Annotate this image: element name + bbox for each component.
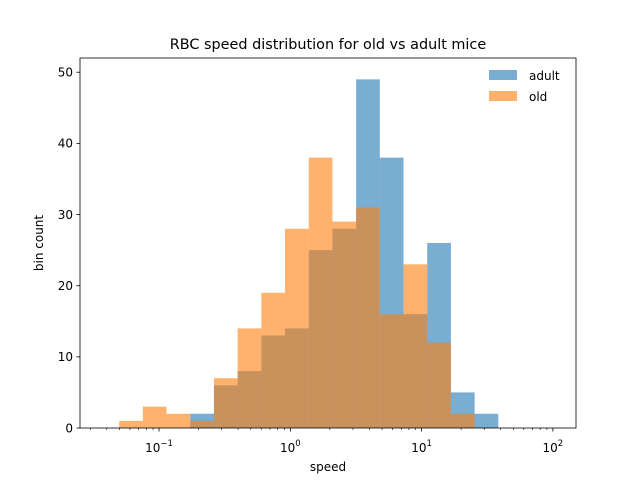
x-axis-label: speed bbox=[310, 460, 346, 474]
bar-old-0 bbox=[119, 420, 143, 428]
bar-old-1 bbox=[142, 406, 167, 428]
bar-old-14 bbox=[450, 413, 475, 428]
bar-old-3 bbox=[190, 420, 214, 428]
bar-old-11 bbox=[379, 314, 404, 428]
y-axis-label: bin count bbox=[32, 215, 46, 272]
legend: adult old bbox=[489, 69, 560, 104]
y-tick-label: 10 bbox=[58, 350, 73, 364]
bar-old-7 bbox=[285, 228, 309, 428]
bar-old-5 bbox=[237, 328, 262, 428]
x-axis-ticks: 10−1 100 101 102 bbox=[90, 428, 563, 455]
y-tick-label: 50 bbox=[58, 66, 73, 80]
legend-swatch-old bbox=[489, 91, 517, 101]
bar-old-12 bbox=[403, 264, 428, 428]
x-tick-label: 100 bbox=[280, 439, 301, 455]
plot-frame bbox=[79, 57, 577, 429]
bar-old-2 bbox=[166, 413, 191, 428]
legend-label-adult: adult bbox=[529, 69, 560, 83]
y-axis-ticks: 0 10 20 30 40 50 bbox=[58, 66, 80, 435]
bar-adult-15 bbox=[474, 413, 499, 428]
y-tick-label: 40 bbox=[58, 137, 73, 151]
legend-label-old: old bbox=[529, 90, 547, 104]
y-tick-label: 0 bbox=[65, 421, 73, 435]
legend-swatch-adult bbox=[489, 70, 517, 80]
bar-old-9 bbox=[332, 221, 357, 428]
y-tick-label: 30 bbox=[58, 208, 73, 222]
x-tick-label: 102 bbox=[543, 439, 564, 455]
bar-old-8 bbox=[308, 157, 333, 428]
x-tick-label: 101 bbox=[411, 439, 432, 455]
bar-old-10 bbox=[356, 207, 380, 428]
bars-group bbox=[119, 79, 499, 428]
bar-old-6 bbox=[261, 292, 286, 428]
bar-old-13 bbox=[427, 342, 451, 428]
x-tick-label: 10−1 bbox=[145, 439, 173, 455]
y-tick-label: 20 bbox=[58, 279, 73, 293]
chart-title: RBC speed distribution for old vs adult … bbox=[170, 37, 487, 53]
bar-old-4 bbox=[213, 378, 238, 428]
